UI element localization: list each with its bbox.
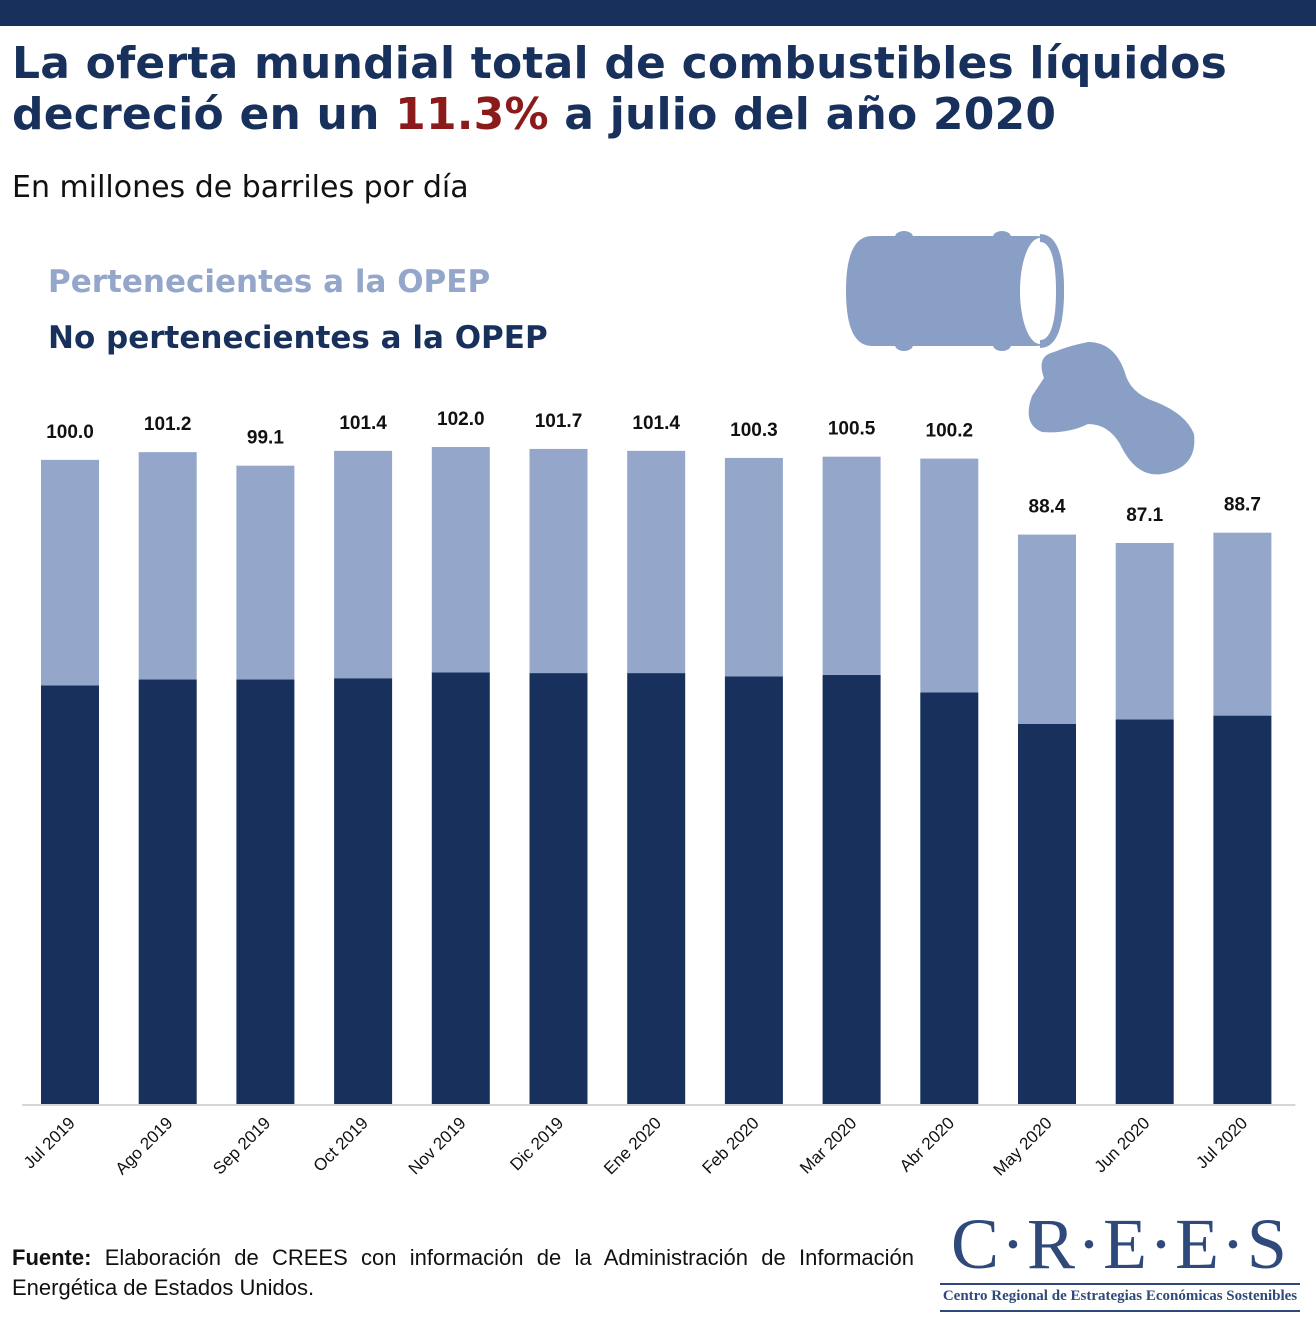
logo-rule-bottom — [940, 1310, 1300, 1312]
bar-non-opep-oct-2019 — [334, 678, 393, 1104]
bar-opep-dic-2019 — [529, 448, 588, 674]
legend-non-opep: No pertenecientes a la OPEP — [48, 320, 548, 356]
x-tick-label-jul-2020: Jul 2020 — [1192, 1113, 1251, 1172]
title-line-2-end: a julio del año 2020 — [548, 89, 1057, 140]
logo-tagline: Centro Regional de Estrategias Económica… — [942, 1288, 1298, 1304]
bar-non-opep-abr-2020 — [920, 692, 979, 1104]
bar-opep-nov-2019 — [431, 447, 490, 673]
bar-opep-sep-2019 — [236, 465, 295, 680]
bars-group — [41, 447, 1272, 1104]
total-label-sep-2019: 99.1 — [247, 428, 284, 449]
total-label-jul-2020: 88.7 — [1224, 495, 1261, 516]
logo-rule-top — [940, 1283, 1300, 1285]
bar-non-opep-jun-2020 — [1115, 719, 1174, 1104]
x-tick-labels-group: Jul 2019 Ago 2019 Sep 2019 Oct 2019 Nov 2019… — [20, 1113, 1251, 1179]
bar-non-opep-sep-2019 — [236, 679, 295, 1104]
total-label-dic-2019: 101.7 — [535, 411, 583, 432]
total-label-ene-2020: 101.4 — [632, 413, 680, 434]
total-label-nov-2019: 102.0 — [437, 409, 485, 430]
x-tick-label-ago-2019: Ago 2019 — [112, 1113, 177, 1178]
bar-non-opep-jul-2019 — [41, 685, 99, 1104]
total-label-may-2020: 88.4 — [1029, 497, 1066, 518]
bar-opep-jul-2019 — [41, 459, 99, 686]
bar-non-opep-ago-2019 — [138, 679, 197, 1104]
bar-non-opep-mar-2020 — [822, 675, 881, 1104]
oil-barrel-icon — [846, 231, 1065, 351]
source-text: Elaboración de CREES con información de … — [12, 1245, 914, 1300]
legend-opep: Pertenecientes a la OPEP — [48, 264, 491, 300]
x-tick-label-jul-2019: Jul 2019 — [20, 1113, 79, 1172]
bar-non-opep-ene-2020 — [627, 673, 686, 1104]
title-line-1: La oferta mundial total de combustibles … — [12, 38, 1228, 89]
x-tick-label-nov-2019: Nov 2019 — [405, 1113, 470, 1178]
total-label-jul-2019: 100.0 — [46, 422, 94, 443]
total-label-ago-2019: 101.2 — [144, 414, 192, 435]
bar-opep-jul-2020 — [1213, 532, 1272, 716]
x-tick-label-ene-2020: Ene 2020 — [600, 1113, 665, 1178]
bar-non-opep-jul-2020 — [1213, 715, 1272, 1104]
x-tick-label-oct-2019: Oct 2019 — [310, 1113, 372, 1175]
crees-logo: C·R·E·E·S Centro Regional de Estrategias… — [934, 1208, 1306, 1312]
total-label-abr-2020: 100.2 — [926, 421, 974, 442]
x-tick-label-sep-2019: Sep 2019 — [209, 1113, 274, 1178]
title-line-2-start: decreció en un — [12, 89, 396, 140]
oil-spill-icon — [1028, 342, 1195, 475]
bar-opep-ago-2019 — [138, 452, 197, 680]
bar-opep-mar-2020 — [822, 456, 881, 676]
total-label-jun-2020: 87.1 — [1126, 505, 1163, 526]
total-labels-group: 100.0 101.2 99.1 101.4 102.0 101.7 101.4 100.3 1… — [46, 409, 1261, 526]
source-label: Fuente: — [12, 1245, 92, 1270]
top-accent-bar — [0, 0, 1316, 26]
x-tick-label-dic-2019: Dic 2019 — [506, 1113, 567, 1174]
x-tick-label-may-2020: May 2020 — [990, 1113, 1056, 1179]
total-label-mar-2020: 100.5 — [828, 419, 876, 440]
x-tick-label-jun-2020: Jun 2020 — [1091, 1113, 1154, 1176]
x-tick-label-feb-2020: Feb 2020 — [698, 1113, 762, 1177]
bar-non-opep-may-2020 — [1018, 723, 1076, 1104]
bar-opep-abr-2020 — [920, 458, 979, 693]
bar-non-opep-feb-2020 — [724, 676, 783, 1104]
page-title: La oferta mundial total de combustibles … — [12, 38, 1307, 140]
bar-opep-ene-2020 — [627, 450, 686, 674]
stacked-bar-chart: 100.0 101.2 99.1 101.4 102.0 101.7 101.4 100.3 1… — [20, 409, 1296, 1180]
logo-wordmark: C·R·E·E·S — [951, 1204, 1289, 1284]
source-note: Fuente: Elaboración de CREES con informa… — [12, 1243, 914, 1303]
total-label-feb-2020: 100.3 — [730, 420, 778, 441]
bar-opep-may-2020 — [1018, 534, 1076, 724]
title-highlight-percent: 11.3% — [395, 89, 549, 140]
total-label-oct-2019: 101.4 — [339, 413, 387, 434]
bar-opep-feb-2020 — [724, 457, 783, 677]
bar-opep-jun-2020 — [1115, 542, 1174, 720]
bar-non-opep-dic-2019 — [529, 673, 588, 1104]
oil-barrel-illustration — [846, 231, 1195, 475]
chart-subtitle: En millones de barriles por día — [12, 170, 469, 205]
x-tick-label-mar-2020: Mar 2020 — [796, 1113, 860, 1177]
bar-non-opep-nov-2019 — [431, 672, 490, 1104]
bar-opep-oct-2019 — [334, 450, 393, 679]
x-tick-label-abr-2020: Abr 2020 — [896, 1113, 958, 1175]
